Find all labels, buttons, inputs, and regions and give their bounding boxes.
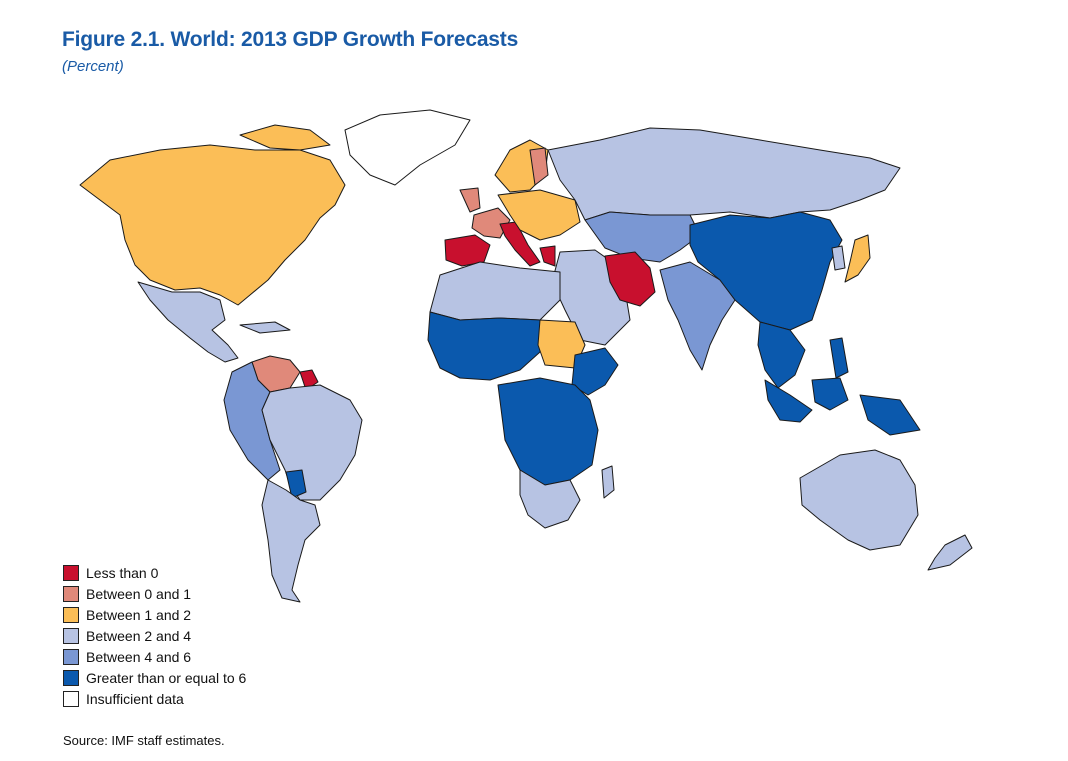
region-india [659, 261, 736, 371]
legend-swatch [63, 690, 79, 707]
legend-item: Between 4 and 6 [63, 646, 246, 667]
region-mexico-central-america [137, 281, 239, 363]
region-indonesia [764, 377, 921, 436]
legend-item: Insufficient data [63, 688, 246, 709]
legend-label: Insufficient data [86, 690, 184, 707]
legend-swatch [63, 669, 79, 686]
legend-label: Less than 0 [86, 564, 159, 581]
legend-label: Greater than or equal to 6 [86, 669, 247, 686]
region-sahel-west-africa [427, 311, 541, 381]
region-philippines [829, 337, 849, 379]
legend-swatch [63, 627, 79, 644]
region-southern-africa [519, 469, 581, 529]
region-southeast-asia [757, 321, 806, 389]
region-argentina-chile [261, 479, 321, 603]
region-australia [799, 449, 919, 551]
region-finland [529, 147, 549, 186]
region-iran [604, 251, 656, 307]
region-new-zealand [927, 534, 973, 571]
region-east-africa [571, 347, 619, 396]
region-arctic-islands [239, 124, 331, 151]
legend-swatch [63, 564, 79, 581]
region-greenland [344, 109, 471, 186]
legend-label: Between 2 and 4 [86, 627, 192, 644]
legend-swatch [63, 585, 79, 602]
region-guyana [299, 369, 319, 391]
region-central-europe [497, 189, 581, 241]
region-brazil [261, 384, 363, 501]
region-iberia [444, 234, 491, 267]
region-japan [844, 234, 871, 283]
legend-item: Less than 0 [63, 562, 246, 583]
region-central-africa [497, 377, 599, 486]
region-russia [547, 127, 901, 221]
region-china [689, 211, 843, 331]
legend-item: Between 1 and 2 [63, 604, 246, 625]
legend-item: Between 2 and 4 [63, 625, 246, 646]
figure-title: Figure 2.1. World: 2013 GDP Growth Forec… [62, 28, 519, 51]
region-korea [831, 245, 846, 271]
region-kazakhstan-central-asia [584, 211, 701, 263]
legend-label: Between 4 and 6 [86, 648, 192, 665]
region-colombia-ecuador-peru [223, 361, 281, 481]
figure-subtitle: (Percent) [62, 58, 124, 75]
region-france-uk [459, 187, 511, 239]
region-north-africa [429, 261, 561, 321]
source-note: Source: IMF staff estimates. [63, 733, 225, 748]
legend-swatch [63, 606, 79, 623]
map-legend: Less than 0 Between 0 and 1 Between 1 an… [63, 562, 246, 709]
region-north-america [79, 144, 346, 306]
region-madagascar [601, 465, 615, 499]
region-paraguay [285, 469, 307, 499]
region-caribbean [239, 321, 291, 334]
legend-item: Greater than or equal to 6 [63, 667, 246, 688]
legend-label: Between 1 and 2 [86, 606, 192, 623]
legend-label: Between 0 and 1 [86, 585, 192, 602]
legend-swatch [63, 648, 79, 665]
legend-item: Between 0 and 1 [63, 583, 246, 604]
